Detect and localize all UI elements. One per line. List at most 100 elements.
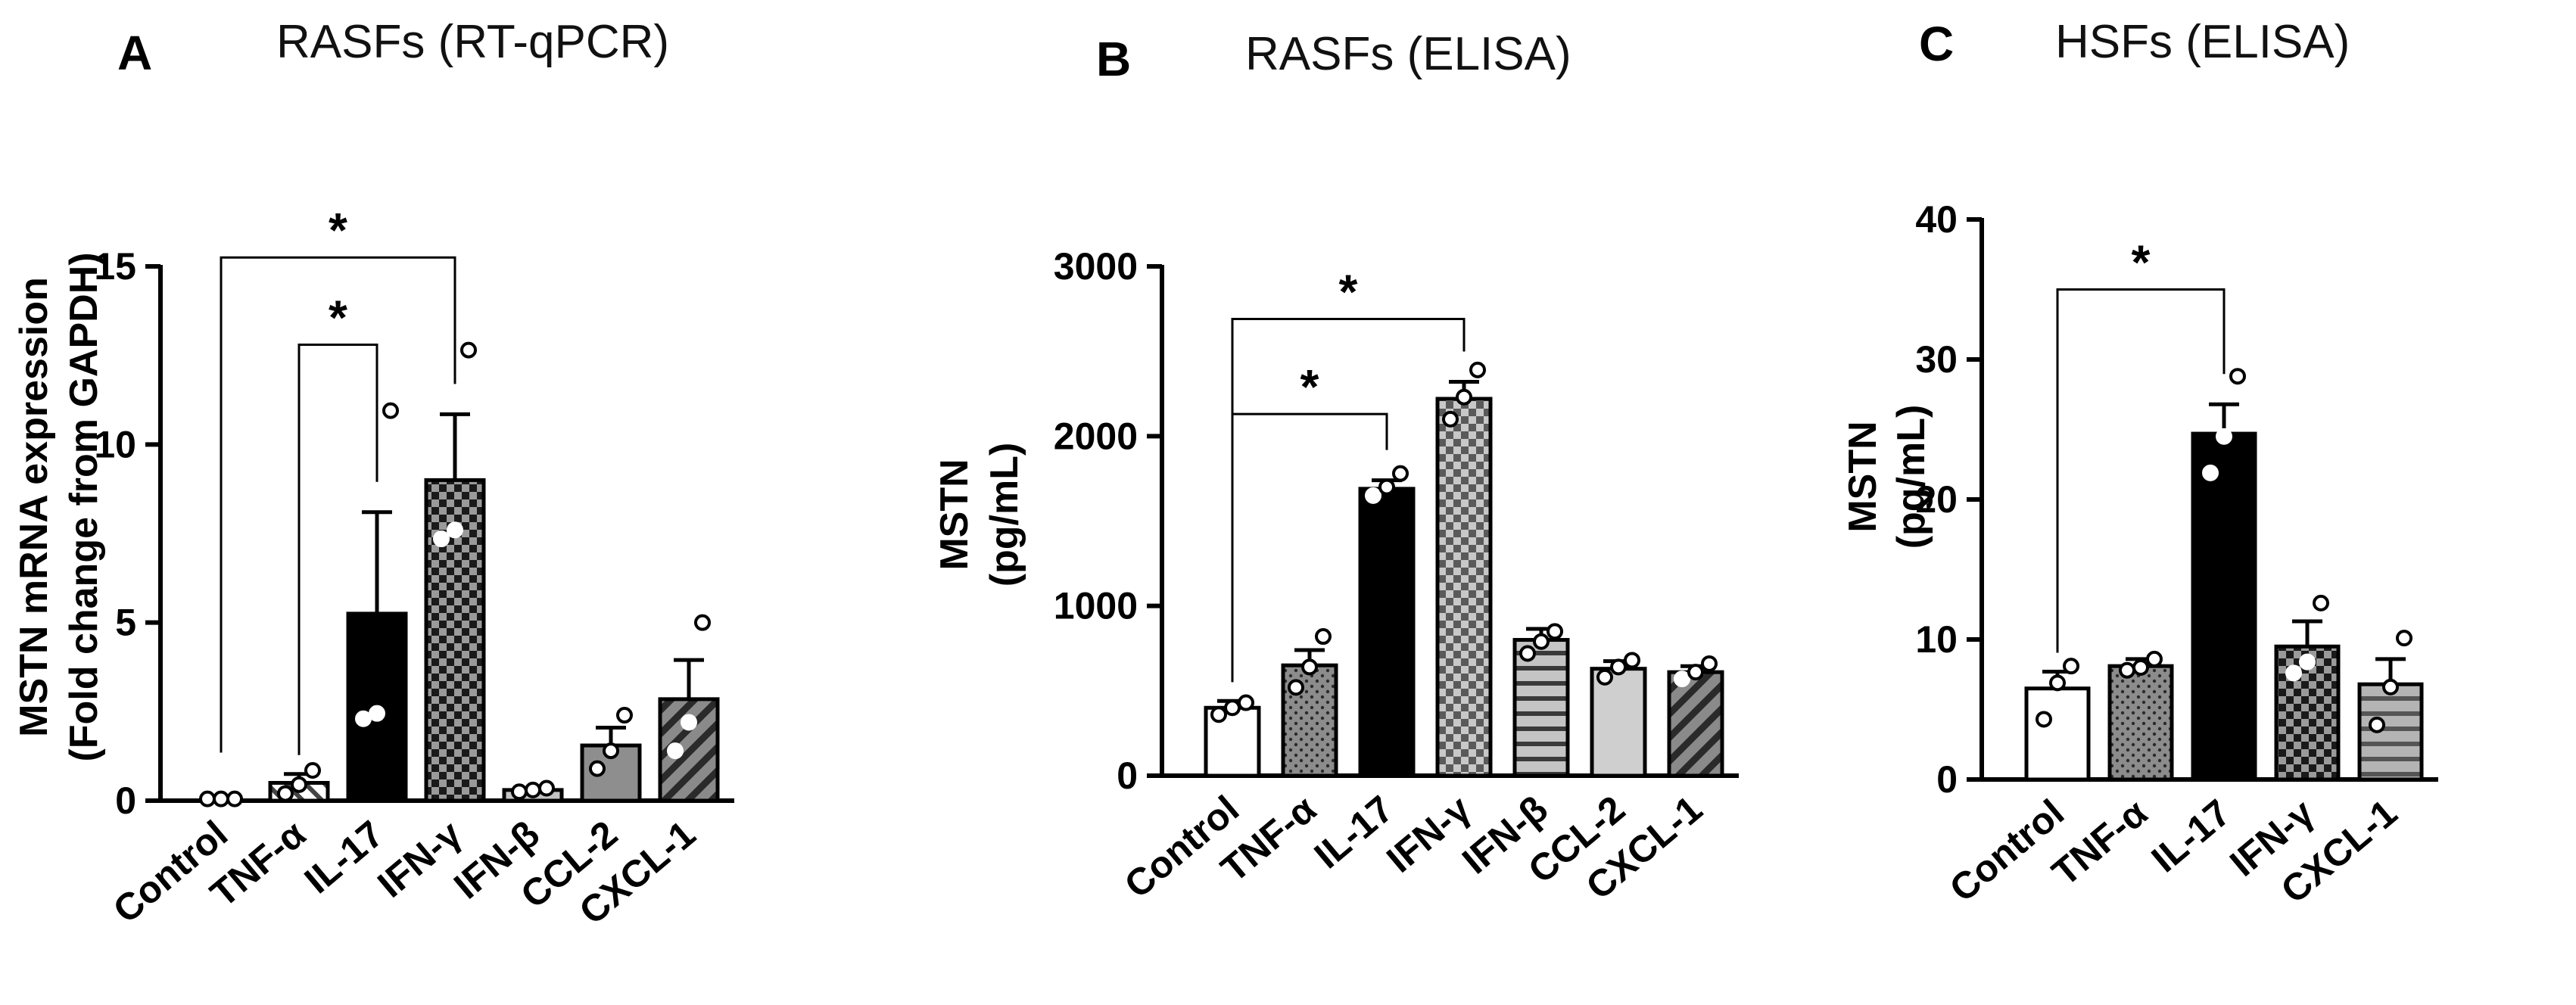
- panel-b-point-control: [1210, 706, 1227, 723]
- panel-a-point-ifn: [511, 783, 528, 801]
- panel-c-significance-star: *: [2132, 235, 2151, 290]
- panel-b-significance-bracket: [1231, 412, 1388, 683]
- panel-a-category-label: IL-17: [297, 813, 391, 902]
- panel-c-ylabel-line2: (pg/mL): [1889, 405, 1933, 549]
- panel-b-ylabel-line2: (pg/mL): [983, 443, 1026, 587]
- panel-a-ytick-label: 5: [115, 602, 136, 644]
- panel-b-ytick-label: 0: [1117, 755, 1138, 797]
- panel-a-significance-star: *: [329, 203, 347, 257]
- panel-c-category-label: IL-17: [2144, 792, 2238, 881]
- panel-a-point-il-17: [382, 402, 399, 419]
- panel-c-bar-il-17: [2191, 431, 2257, 782]
- panel-c-point-cxcl-1: [2396, 630, 2412, 647]
- panel-b-bar-ccl-2: [1590, 667, 1647, 778]
- panel-c-point-il-17: [2229, 368, 2246, 385]
- panel-b-point-tnf: [1288, 679, 1304, 696]
- panel-a-significance-bracket: [297, 344, 378, 755]
- panel-b-point-control: [1224, 699, 1241, 717]
- panel-b-significance-bracket: [1231, 318, 1466, 683]
- panel-a-ytick-label: 0: [115, 779, 136, 822]
- panel-b-bar-tnf: [1281, 663, 1338, 778]
- panel-b: B RASFs (ELISA) MSTN (pg/mL) 0 1000 2000 30…: [933, 28, 1739, 907]
- panel-b-ytick-label: 3000: [1054, 245, 1138, 288]
- panel-b-category-label: IFN-γ: [1378, 787, 1478, 880]
- panel-letter-c: C: [1919, 17, 1954, 71]
- panel-c-bar-tnf: [2107, 664, 2174, 782]
- panel-a-point-ifn: [433, 531, 450, 548]
- panel-a-point-control: [199, 790, 216, 807]
- panel-a-point-ifn: [447, 521, 463, 539]
- panel-c-ytick-label: 10: [1915, 618, 1958, 661]
- panel-c-ytick-label: 0: [1936, 758, 1958, 801]
- panel-a-point-tnf: [277, 785, 294, 802]
- panel-a-plot: 051015ControlTNF-αIL-17IFN-γIFN-βCCL-2CX…: [94, 203, 734, 932]
- panel-a-point-cxcl-1: [667, 742, 684, 760]
- panel-b-point-ccl-2: [1610, 658, 1627, 676]
- panel-a-point-tnf: [291, 776, 307, 793]
- panel-a-point-il-17: [369, 705, 385, 722]
- panel-c-point-il-17: [2216, 428, 2232, 445]
- panel-b-ytick-label: 2000: [1054, 415, 1138, 457]
- panel-b-point-ifn: [1442, 410, 1459, 428]
- panel-a-ylabel-line1: MSTN mRNA expression: [12, 277, 56, 737]
- panel-c-category-label: Control: [1942, 792, 2072, 910]
- panel-b-bar-il-17: [1358, 487, 1416, 778]
- panel-b-point-ifn: [1533, 633, 1550, 650]
- panel-a-ylabel-line2: (Fold change from GAPDH): [62, 252, 106, 761]
- panel-b-point-il-17: [1365, 487, 1381, 504]
- panel-b-point-cxcl-1: [1674, 671, 1690, 688]
- panel-a-point-ccl-2: [589, 760, 606, 777]
- panel-c-point-il-17: [2202, 464, 2219, 481]
- panel-c-ytick-label: 40: [1915, 198, 1958, 241]
- panel-c-point-tnf: [2132, 659, 2149, 676]
- panel-a-significance-bracket: [220, 256, 456, 753]
- panel-a-point-control: [226, 790, 243, 807]
- panel-c-significance-bracket: [2056, 288, 2226, 653]
- panel-c-title: HSFs (ELISA): [2055, 16, 2350, 68]
- panel-a-ytick-label: 10: [94, 423, 136, 465]
- panel-a-point-ccl-2: [603, 742, 619, 760]
- panel-c-bar-cxcl-1: [2357, 682, 2424, 782]
- panel-b-point-il-17: [1378, 478, 1395, 496]
- panel-a-point-cxcl-1: [694, 614, 711, 631]
- panel-a-point-tnf: [304, 761, 321, 779]
- panel-c-point-ifn: [2299, 653, 2316, 671]
- panel-b-bar-cxcl-1: [1667, 670, 1724, 778]
- panel-a-title: RASFs (RT-qPCR): [276, 16, 669, 68]
- panel-b-point-ccl-2: [1596, 668, 1613, 686]
- panel-b-point-ifn: [1469, 361, 1486, 378]
- panel-b-point-cxcl-1: [1687, 664, 1704, 681]
- panel-c-point-tnf: [2146, 650, 2163, 667]
- panel-b-ytick-label: 1000: [1054, 585, 1138, 627]
- panel-b-significance-star: *: [1339, 265, 1358, 319]
- panel-a-significance-star: *: [329, 291, 347, 345]
- panel-a-point-il-17: [355, 710, 372, 727]
- panel-b-bar-ifn: [1512, 638, 1570, 778]
- panel-letter-b: B: [1096, 32, 1131, 86]
- panel-c-point-control: [2049, 674, 2066, 692]
- panel-c-ytick-label: 20: [1915, 478, 1958, 521]
- panel-b-point-il-17: [1392, 465, 1409, 482]
- panel-c-point-control: [2036, 711, 2052, 728]
- panel-c-point-cxcl-1: [2382, 678, 2399, 695]
- panel-a-point-ifn: [525, 781, 541, 798]
- panel-b-point-ccl-2: [1624, 652, 1640, 669]
- panel-b-category-label: IL-17: [1307, 788, 1401, 877]
- panel-b-point-tnf: [1315, 628, 1332, 646]
- panel-c-point-tnf: [2119, 661, 2135, 679]
- panel-b-significance-star: *: [1300, 359, 1319, 414]
- panel-a-category-label: IFN-γ: [369, 812, 469, 905]
- panel-c-bar-control: [2024, 686, 2091, 782]
- panel-a-point-cxcl-1: [681, 714, 697, 731]
- panel-a-point-control: [213, 790, 229, 807]
- panel-c-point-cxcl-1: [2369, 716, 2385, 733]
- panel-b-point-ifn: [1456, 388, 1472, 406]
- panel-a-point-ccl-2: [616, 707, 633, 724]
- panel-b-bar-ifn: [1435, 397, 1493, 778]
- panel-a-point-ifn: [538, 779, 555, 797]
- panel-a-ytick-label: 15: [94, 245, 136, 288]
- panel-b-plot: 0100020003000ControlTNF-αIL-17IFN-γIFN-β…: [1054, 245, 1739, 907]
- panel-b-point-ifn: [1519, 645, 1536, 662]
